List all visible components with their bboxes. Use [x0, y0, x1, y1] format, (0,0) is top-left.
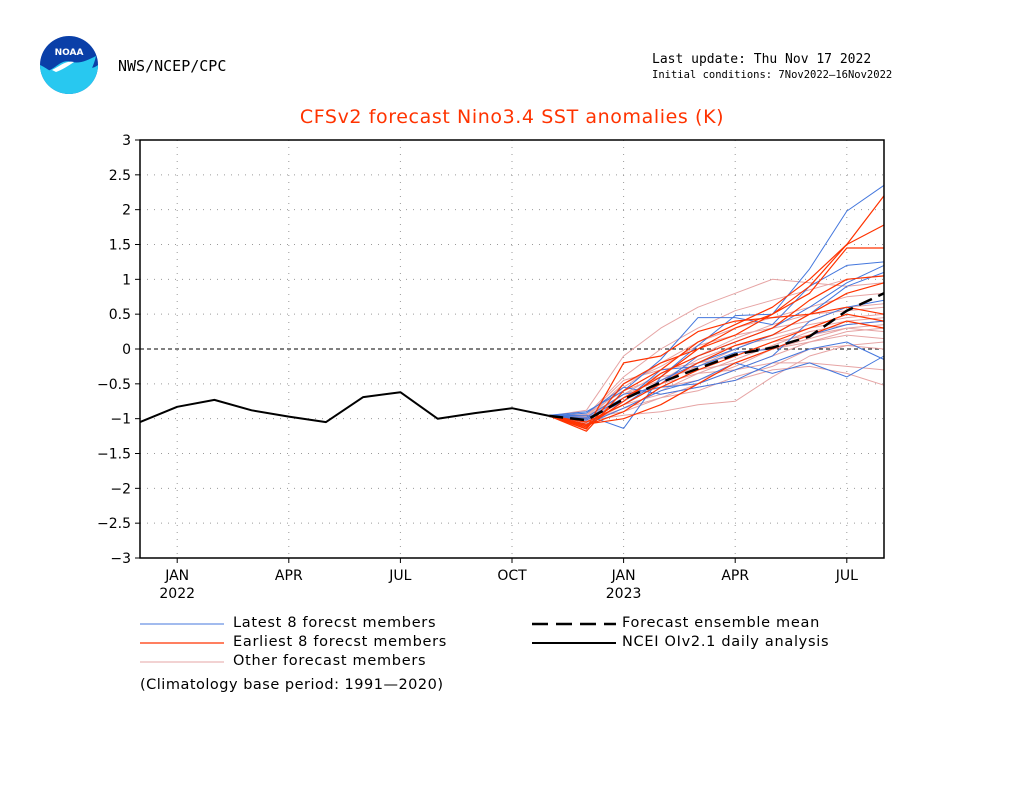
earliest-member-line: [549, 247, 884, 427]
x-year-label: 2022: [159, 586, 195, 602]
y-tick-label: −1.5: [97, 447, 131, 463]
earliest-member-line: [548, 195, 885, 430]
x-tick-label: JUL: [388, 568, 411, 584]
x-tick-label: APR: [721, 568, 749, 584]
y-tick-label: −1: [110, 412, 131, 428]
climatology-note: (Climatology base period: 1991—2020): [140, 677, 444, 693]
y-tick-label: 3: [122, 133, 131, 149]
legend-latest-label: Latest 8 forecst members: [233, 615, 437, 631]
y-tick-label: 0: [122, 342, 131, 358]
plot-frame: [139, 139, 885, 559]
y-tick-label: −2.5: [97, 516, 131, 532]
x-tick-label: OCT: [497, 568, 527, 584]
initial-conditions: Initial conditions: 7Nov2022—16Nov2022: [652, 69, 893, 81]
y-tick-label: −2: [110, 481, 131, 497]
latest-member-line: [549, 341, 885, 417]
y-tick-label: −3: [110, 551, 131, 567]
earliest-member-line: [549, 306, 885, 429]
legend-earliest-label: Earliest 8 forecst members: [233, 634, 448, 650]
y-tick-label: 2: [122, 203, 131, 219]
earliest-member-line: [549, 313, 885, 427]
chart-title: CFSv2 forecast Nino3.4 SST anomalies (K): [299, 106, 725, 128]
x-tick-label: JAN: [611, 568, 636, 584]
x-tick-label: JAN: [164, 568, 189, 584]
x-tick-label: APR: [275, 568, 303, 584]
y-tick-label: 2.5: [109, 168, 131, 184]
analysis-line: [139, 391, 550, 424]
plot-grid: [140, 140, 884, 558]
y-tick-label: 1.5: [109, 238, 131, 254]
legend-mean-label: Forecast ensemble mean: [622, 615, 820, 631]
x-year-label: 2023: [606, 586, 642, 602]
noaa-logo: NOAA: [40, 36, 98, 94]
other-member-line: [549, 275, 885, 417]
ensemble-mean-line: [549, 292, 885, 422]
y-tick-label: −0.5: [97, 377, 131, 393]
earliest-member-line: [549, 275, 885, 428]
last-update: Last update: Thu Nov 17 2022: [652, 52, 872, 67]
logo-text: NOAA: [55, 48, 84, 58]
latest-member-line: [549, 355, 885, 425]
agency-label: NWS/NCEP/CPC: [118, 57, 227, 75]
x-tick-label: JUL: [835, 568, 858, 584]
other-member-line: [549, 341, 885, 422]
latest-member-line: [549, 261, 885, 416]
earliest-member-line: [549, 282, 885, 423]
earliest-member-line: [549, 320, 885, 425]
plot-axes: 3 2.5 2 1.5 1 0.5 0 −0.5 −1 −1.5 −2 −2.5 −3 JAN 2022 AP…: [97, 133, 885, 602]
other-member-line: [549, 334, 885, 417]
y-tick-label: 0.5: [109, 307, 131, 323]
y-tick-label: 1: [122, 272, 131, 288]
legend-lines: [140, 622, 616, 663]
legend-analysis-label: NCEI OIv2.1 daily analysis: [622, 634, 830, 650]
plot-lines: [139, 184, 885, 432]
legend-other-label: Other forecast members: [233, 653, 427, 669]
